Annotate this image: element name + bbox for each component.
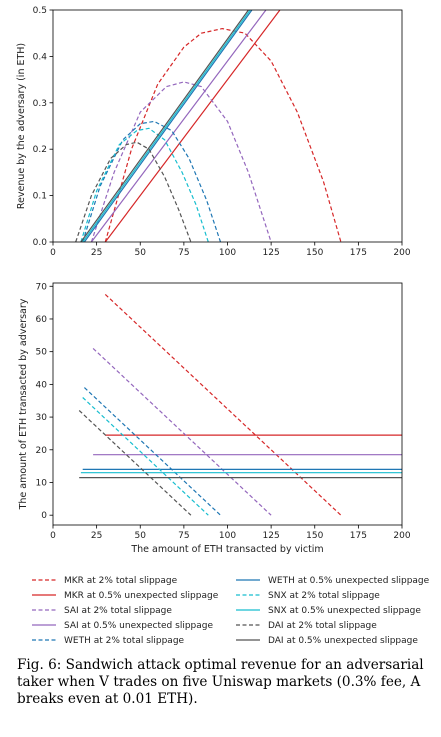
transacted-frame <box>52 282 403 526</box>
transacted-line-mkr-at-2-total-slippage <box>104 293 342 516</box>
legend-label-snx-at-0-5-unexpected-slippage: SNX at 0.5% unexpected slippage <box>268 606 421 616</box>
transacted-xtick-label: 125 <box>263 531 280 541</box>
transacted-xtick-label: 25 <box>91 531 102 541</box>
revenue-line-dai-at-0-5-unexpected-slippage <box>80 10 249 242</box>
revenue-line-weth-at-2-total-slippage <box>82 120 222 242</box>
transacted-ytick-label: 10 <box>36 478 48 488</box>
revenue-ytick-label: 0.3 <box>33 99 47 109</box>
legend-label-weth-at-2-total-slippage: WETH at 2% total slippage <box>64 636 185 646</box>
transacted-ytick-label: 60 <box>36 315 48 325</box>
revenue-line-mkr-at-0-5-unexpected-slippage <box>104 10 281 242</box>
revenue-xtick-label: 125 <box>263 248 280 258</box>
revenue-ytick-label: 0.4 <box>33 52 48 62</box>
transacted-ytick-label: 70 <box>36 282 48 292</box>
transacted-line-weth-at-2-total-slippage <box>83 387 221 516</box>
legend-label-dai-at-0-5-unexpected-slippage: DAI at 0.5% unexpected slippage <box>268 636 418 646</box>
revenue-xtick-label: 175 <box>350 248 367 258</box>
transacted-ytick-label: 30 <box>36 413 48 423</box>
transacted-xtick-label: 0 <box>50 531 56 541</box>
revenue-xtick-label: 75 <box>178 248 189 258</box>
figure-caption: Fig. 6: Sandwich attack optimal revenue … <box>17 657 424 707</box>
revenue-ytick-label: 0.2 <box>33 145 47 155</box>
transacted-xtick-label: 100 <box>219 531 236 541</box>
legend-label-sai-at-0-5-unexpected-slippage: SAI at 0.5% unexpected slippage <box>64 621 213 631</box>
revenue-series <box>75 10 342 242</box>
transacted-line-dai-at-2-total-slippage <box>78 410 192 516</box>
revenue-xtick-label: 25 <box>91 248 102 258</box>
transacted-xtick-label: 150 <box>306 531 323 541</box>
revenue-line-weth-at-0-5-unexpected-slippage <box>83 10 253 242</box>
revenue-xtick-label: 150 <box>306 248 323 258</box>
transacted-xtick-label: 175 <box>350 531 367 541</box>
transacted-ytick-label: 20 <box>36 446 48 456</box>
transacted-xtick-label: 200 <box>393 531 410 541</box>
revenue-xtick-label: 200 <box>393 248 410 258</box>
revenue-xtick-label: 0 <box>50 248 56 258</box>
legend-label-mkr-at-0-5-unexpected-slippage: MKR at 0.5% unexpected slippage <box>64 591 219 601</box>
transacted-xtick-label: 50 <box>135 531 147 541</box>
transacted-ytick-label: 50 <box>36 348 48 358</box>
revenue-line-snx-at-2-total-slippage <box>80 127 209 242</box>
revenue-line-sai-at-0-5-unexpected-slippage <box>90 10 267 242</box>
revenue-ytick-label: 0.5 <box>33 6 47 16</box>
transacted-xlabel: The amount of ETH transacted by victim <box>130 544 323 555</box>
transacted-series <box>78 293 402 516</box>
revenue-line-snx-at-0-5-unexpected-slippage <box>82 10 251 242</box>
revenue-line-dai-at-2-total-slippage <box>75 141 192 242</box>
revenue-chart: 0 25 50 75 100 125 150 175 200 0.0 0.1 0.2 0.3 0.4 0.5… <box>16 6 411 258</box>
revenue-ytick-label: 0.1 <box>33 192 47 202</box>
legend-label-weth-at-0-5-unexpected-slippage: WETH at 0.5% unexpected slippage <box>268 576 430 586</box>
transacted-ytick-label: 40 <box>36 380 48 390</box>
legend-label-dai-at-2-total-slippage: DAI at 2% total slippage <box>268 621 377 631</box>
transacted-xtick-label: 75 <box>178 531 189 541</box>
transacted-line-sai-at-2-total-slippage <box>92 347 272 516</box>
legend-label-sai-at-2-total-slippage: SAI at 2% total slippage <box>64 606 172 616</box>
transacted-ylabel: The amount of ETH transacted by adversar… <box>18 298 29 510</box>
transacted-line-snx-at-2-total-slippage <box>82 397 209 516</box>
eth-transacted-chart: 0 25 50 75 100 125 150 175 200 0 10 20 30 40 50 60 70 The… <box>18 282 411 555</box>
legend-label-mkr-at-2-total-slippage: MKR at 2% total slippage <box>64 576 178 586</box>
revenue-xtick-label: 50 <box>135 248 147 258</box>
revenue-ytick-label: 0.0 <box>33 238 48 248</box>
revenue-ylabel: Revenue by the adversary (in ETH) <box>16 43 27 209</box>
revenue-line-mkr-at-2-total-slippage <box>104 28 342 242</box>
legend-label-snx-at-2-total-slippage: SNX at 2% total slippage <box>268 591 380 601</box>
transacted-ytick-label: 0 <box>41 511 47 521</box>
legend: MKR at 2% total slippage MKR at 0.5% unex… <box>32 576 430 646</box>
revenue-xtick-label: 100 <box>219 248 236 258</box>
